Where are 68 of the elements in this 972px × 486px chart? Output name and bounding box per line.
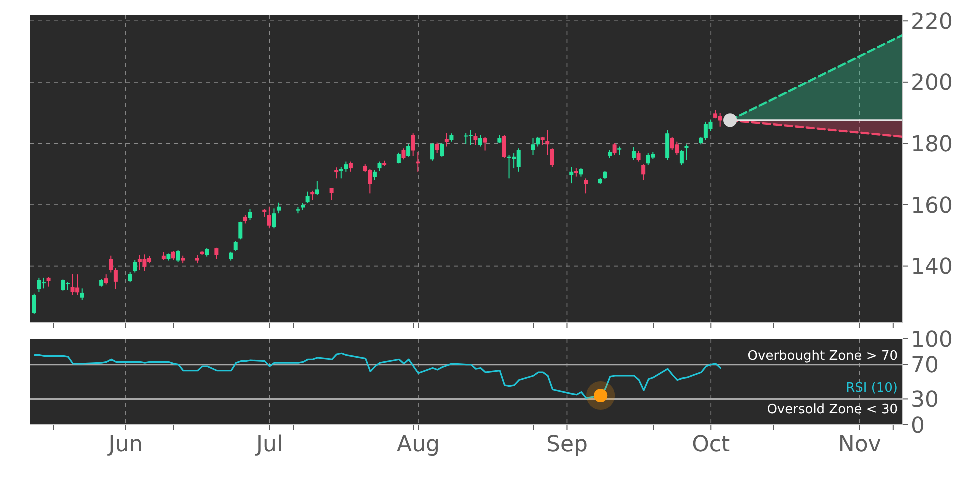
candlestick	[277, 202, 282, 214]
candlestick	[584, 178, 588, 194]
candlestick	[440, 142, 444, 158]
y-tick-label: 100	[911, 328, 953, 353]
line-series	[34, 352, 722, 400]
candlestick	[46, 276, 51, 288]
candlestick	[430, 142, 435, 162]
y-tick-label: 0	[911, 414, 925, 439]
text: RSI (10)	[846, 381, 898, 397]
candlestick	[536, 136, 540, 148]
candlestick	[306, 191, 310, 204]
candlestick	[114, 268, 118, 290]
candlestick	[612, 142, 617, 156]
candlestick	[272, 208, 276, 230]
candlestick	[339, 166, 344, 180]
x-tick-label: Aug	[397, 432, 440, 458]
candlestick	[104, 274, 108, 286]
candlestick	[310, 190, 315, 201]
ref-line-label: Overbought Zone > 70	[748, 348, 898, 364]
y-tick-label: 220	[911, 10, 953, 35]
x-tick-label: Jun	[106, 432, 144, 458]
x-tick-label: Jul	[254, 432, 284, 458]
x-tick-label: Sep	[546, 432, 588, 458]
candlestick	[133, 260, 138, 274]
candlestick	[315, 180, 320, 196]
candlestick	[636, 150, 641, 162]
candlestick	[531, 138, 536, 156]
candlestick	[128, 272, 132, 284]
candlestick	[444, 132, 449, 148]
candlestick	[478, 134, 482, 148]
x-tick-label: Nov	[838, 432, 882, 458]
y-tick-label: 70	[911, 354, 939, 379]
ref-line-label: Oversold Zone < 30	[767, 402, 898, 418]
candlestick	[348, 161, 353, 172]
candlestick	[234, 240, 238, 252]
candlestick	[344, 161, 348, 172]
candlestick	[372, 170, 377, 181]
candlestick	[570, 166, 574, 184]
candlestick	[406, 144, 411, 158]
candlestick	[248, 208, 252, 221]
candlestick	[684, 144, 689, 161]
candlestick	[238, 221, 243, 240]
candlestick	[109, 255, 114, 274]
candlestick	[502, 134, 506, 159]
candlestick	[330, 188, 334, 201]
candlestick	[550, 148, 554, 168]
candlestick	[396, 152, 401, 164]
candlestick	[176, 250, 180, 263]
candlestick	[214, 247, 219, 260]
candlestick	[632, 146, 636, 161]
candlestick	[402, 148, 406, 160]
y-tick-label: 30	[911, 388, 939, 414]
y-tick-label: 140	[911, 255, 953, 280]
candlestick	[435, 142, 440, 154]
y-tick-label: 180	[911, 132, 953, 158]
candlestick	[474, 133, 478, 146]
candlestick	[642, 164, 646, 181]
candlestick	[378, 161, 382, 172]
candlestick	[680, 150, 684, 166]
candlestick	[334, 167, 339, 180]
x-tick-label: Oct	[692, 432, 731, 458]
y-tick-label: 160	[911, 194, 953, 219]
y-tick-label: 200	[911, 71, 953, 96]
candlestick	[32, 293, 36, 315]
candlestick	[80, 288, 84, 301]
candlestick	[483, 136, 488, 152]
candlestick	[411, 133, 416, 157]
candlestick	[267, 206, 272, 230]
